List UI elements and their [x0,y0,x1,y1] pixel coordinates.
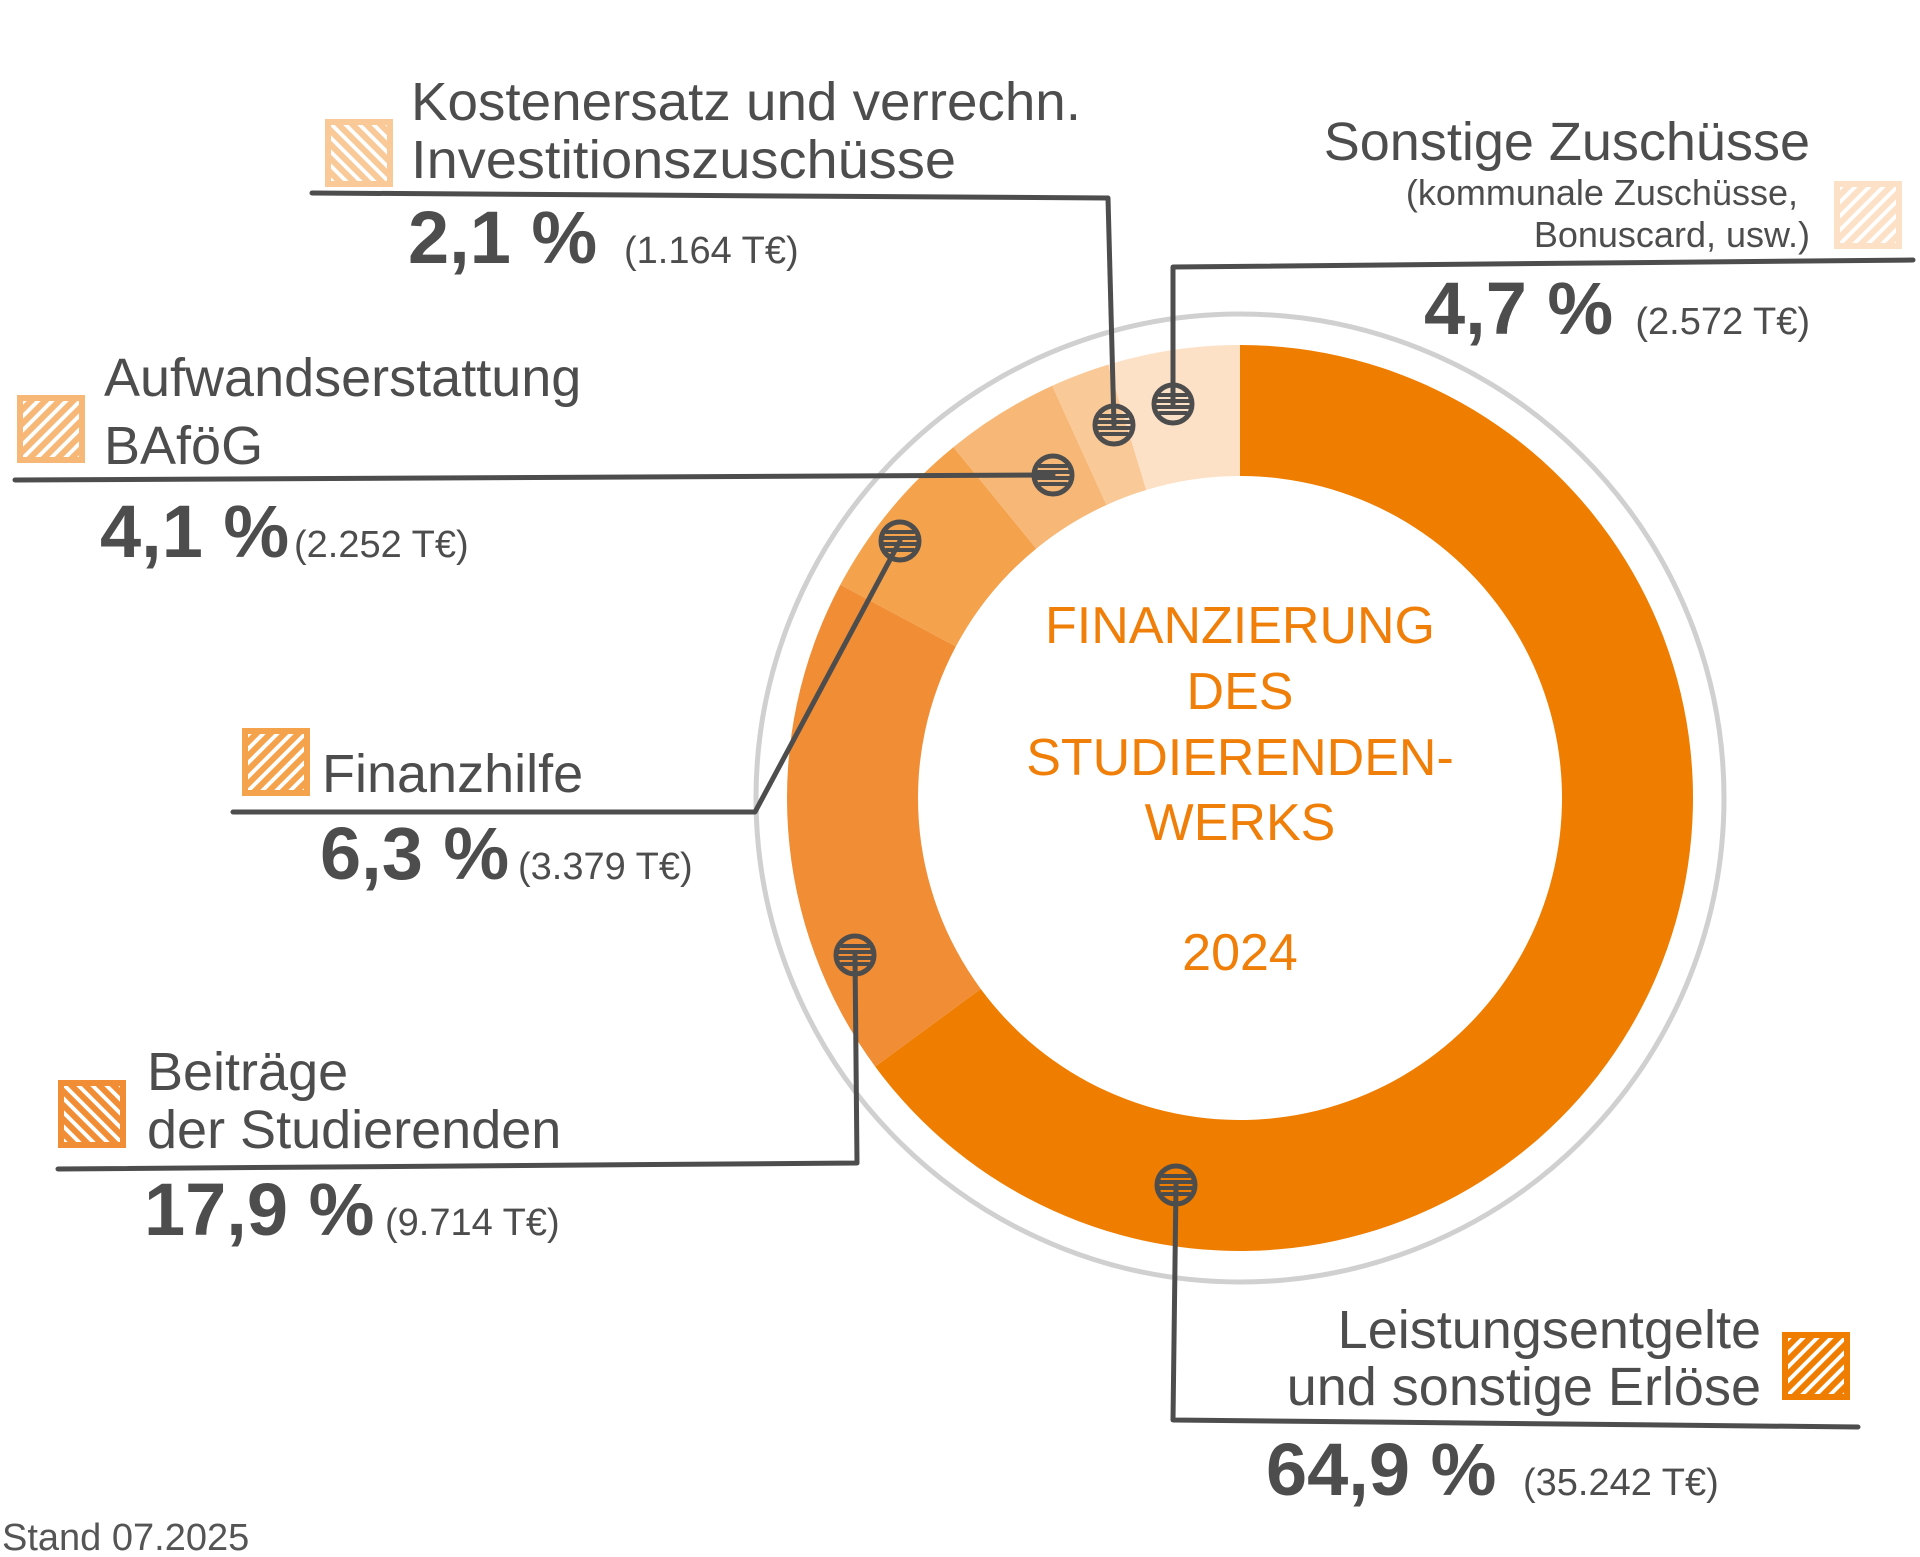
percent-aufwand: 4,1 % [100,490,289,573]
leader-line-kostenersatz [309,190,1117,428]
legend-swatch-4 [325,119,393,187]
donut-slices [786,345,1694,1251]
label-kostenersatz-line-1: Kostenersatz und verrechn. [411,72,1081,132]
label-leistung-line-1: Leistungsentgelte [1338,1300,1761,1360]
percent-leistung: 64,9 % [1266,1428,1496,1511]
sublabel-sonstige-line-2: Bonuscard, usw.) [1534,214,1810,255]
sublabel-sonstige-line-1: (kommunale Zuschüsse, [1406,172,1798,213]
leader-pin-0 [1154,1163,1198,1207]
leader-pin-3 [1031,453,1075,497]
center-title-line-3: STUDIERENDEN- [1026,729,1454,787]
label-leistung-line-2: und sonstige Erlöse [1287,1357,1761,1417]
percent-kostenersatz: 2,1 % [408,196,597,279]
leader-pin-5 [1151,382,1195,426]
amount-aufwand: (2.252 T€) [294,524,469,566]
label-beitraege-line-1: Beiträge [147,1042,348,1102]
outer-ring [753,311,1727,1285]
amount-beitraege: (9.714 T€) [385,1202,560,1244]
center-title-line-2: DES [1187,663,1294,721]
amount-sonstige: (2.572 T€) [1635,301,1810,343]
leader-pin-1 [833,933,877,977]
legend-swatch-3 [17,395,85,463]
center-title: FINANZIERUNG DES STUDIERENDEN- WERKS 202… [1026,597,1454,982]
donut-slice-5 [1108,345,1240,490]
label-sonstige: Sonstige Zuschüsse [1324,112,1810,172]
leader-pin-4 [1092,403,1136,447]
percent-sonstige: 4,7 % [1424,267,1613,350]
label-kostenersatz-line-2: Investitionszuschüsse [411,130,956,190]
center-title-line-4: WERKS [1145,794,1336,852]
amount-leistung: (35.242 T€) [1523,1462,1719,1504]
amount-finanzhilfe: (3.379 T€) [518,846,693,888]
label-aufwand-line-1: Aufwandserstattung [104,348,581,408]
donut-slice-1 [786,584,981,1067]
leader-line-sonstige [1170,257,1916,407]
donut-slice-2 [840,447,1037,647]
percent-beitraege: 17,9 % [144,1168,374,1251]
donut-slice-0 [875,345,1694,1251]
label-beitraege-line-2: der Studierenden [147,1100,561,1160]
percent-finanzhilfe: 6,3 % [320,812,509,895]
donut-slice-3 [953,385,1107,549]
center-title-line-1: FINANZIERUNG [1045,597,1435,655]
stand-date: Stand 07.2025 [2,1517,249,1557]
amount-kostenersatz: (1.164 T€) [624,230,799,272]
legend-swatch-2 [242,728,310,796]
label-finanzhilfe: Finanzhilfe [322,744,583,804]
leader-line-aufwandserstattung [12,472,1056,483]
label-aufwand-line-2: BAföG [104,416,263,476]
leader-line-leistungsentgelte [1170,1182,1861,1430]
legend-swatch-1 [58,1080,126,1148]
leader-pin-2 [878,519,922,563]
leader-line-finanzhilfe [230,538,903,815]
legend-swatch-5 [1834,181,1902,249]
legend-swatch-0 [1782,1332,1850,1400]
leader-line-beitraege [55,952,860,1172]
center-year: 2024 [1182,924,1298,982]
